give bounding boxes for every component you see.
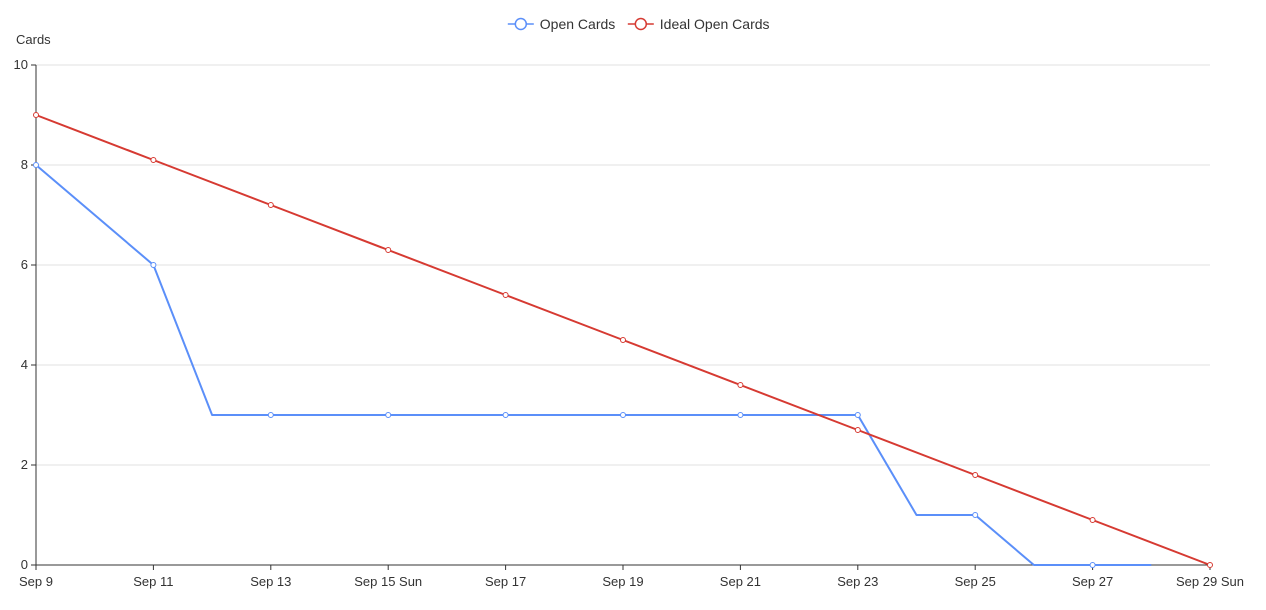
data-point-ideal-open-cards[interactable] bbox=[620, 337, 626, 343]
legend-item-ideal-open-cards[interactable]: Ideal Open Cards bbox=[627, 16, 770, 32]
legend-label: Ideal Open Cards bbox=[660, 16, 770, 32]
x-tick-label: Sep 27 bbox=[1072, 574, 1113, 589]
x-tick-label: Sep 19 bbox=[602, 574, 643, 589]
data-point-open-cards[interactable] bbox=[267, 412, 274, 418]
x-tick-label: Sep 21 bbox=[720, 574, 761, 589]
data-point-ideal-open-cards[interactable] bbox=[972, 472, 979, 478]
data-point-ideal-open-cards[interactable] bbox=[854, 427, 861, 433]
x-tick-label: Sep 29 Sun bbox=[1176, 574, 1244, 589]
data-point-ideal-open-cards[interactable] bbox=[502, 292, 509, 298]
y-tick-label: 4 bbox=[21, 357, 28, 372]
x-tick-label: Sep 23 bbox=[837, 574, 878, 589]
series-line-open-cards bbox=[35, 164, 1152, 566]
data-point-ideal-open-cards[interactable] bbox=[385, 247, 392, 253]
axes: 0 2 4 6 8 10 Sep 9 Sep 11 Sep 13 Sep 15 Sun Sep 17… bbox=[14, 57, 1244, 589]
y-tick-label: 8 bbox=[21, 157, 28, 172]
x-tick-label: Sep 13 bbox=[250, 574, 291, 589]
data-point-open-cards[interactable] bbox=[737, 412, 744, 418]
data-point-open-cards[interactable] bbox=[150, 262, 157, 268]
data-point-open-cards[interactable] bbox=[854, 412, 861, 418]
data-point-ideal-open-cards[interactable] bbox=[33, 112, 39, 118]
data-point-open-cards[interactable] bbox=[620, 412, 626, 418]
data-point-ideal-open-cards[interactable] bbox=[1207, 562, 1213, 568]
data-point-open-cards[interactable] bbox=[1089, 562, 1096, 568]
data-point-ideal-open-cards[interactable] bbox=[150, 157, 157, 163]
legend-item-open-cards[interactable]: Open Cards bbox=[507, 16, 615, 32]
data-point-open-cards[interactable] bbox=[502, 412, 509, 418]
grid-lines bbox=[36, 64, 1210, 466]
data-point-open-cards[interactable] bbox=[385, 412, 392, 418]
y-tick-label: 6 bbox=[21, 257, 28, 272]
legend-label: Open Cards bbox=[540, 16, 615, 32]
data-point-open-cards[interactable] bbox=[972, 512, 979, 518]
x-tick-label: Sep 11 bbox=[133, 574, 173, 589]
y-tick-label: 2 bbox=[21, 457, 28, 472]
data-markers bbox=[33, 112, 1213, 568]
x-tick-label: Sep 9 bbox=[19, 574, 53, 589]
x-tick-label: Sep 25 bbox=[955, 574, 996, 589]
y-tick-label: 0 bbox=[21, 557, 28, 572]
legend-circle-icon bbox=[514, 17, 528, 31]
data-point-ideal-open-cards[interactable] bbox=[1089, 517, 1096, 523]
y-axis-label: Cards bbox=[16, 32, 51, 47]
legend-circle-icon bbox=[634, 17, 648, 31]
legend[interactable]: Open Cards Ideal Open Cards bbox=[507, 16, 770, 32]
x-tick-label: Sep 15 Sun bbox=[354, 574, 422, 589]
data-point-ideal-open-cards[interactable] bbox=[267, 202, 274, 208]
x-tick-label: Sep 17 bbox=[485, 574, 526, 589]
data-point-open-cards[interactable] bbox=[33, 162, 39, 168]
y-tick-label: 10 bbox=[14, 57, 28, 72]
data-point-ideal-open-cards[interactable] bbox=[737, 382, 744, 388]
